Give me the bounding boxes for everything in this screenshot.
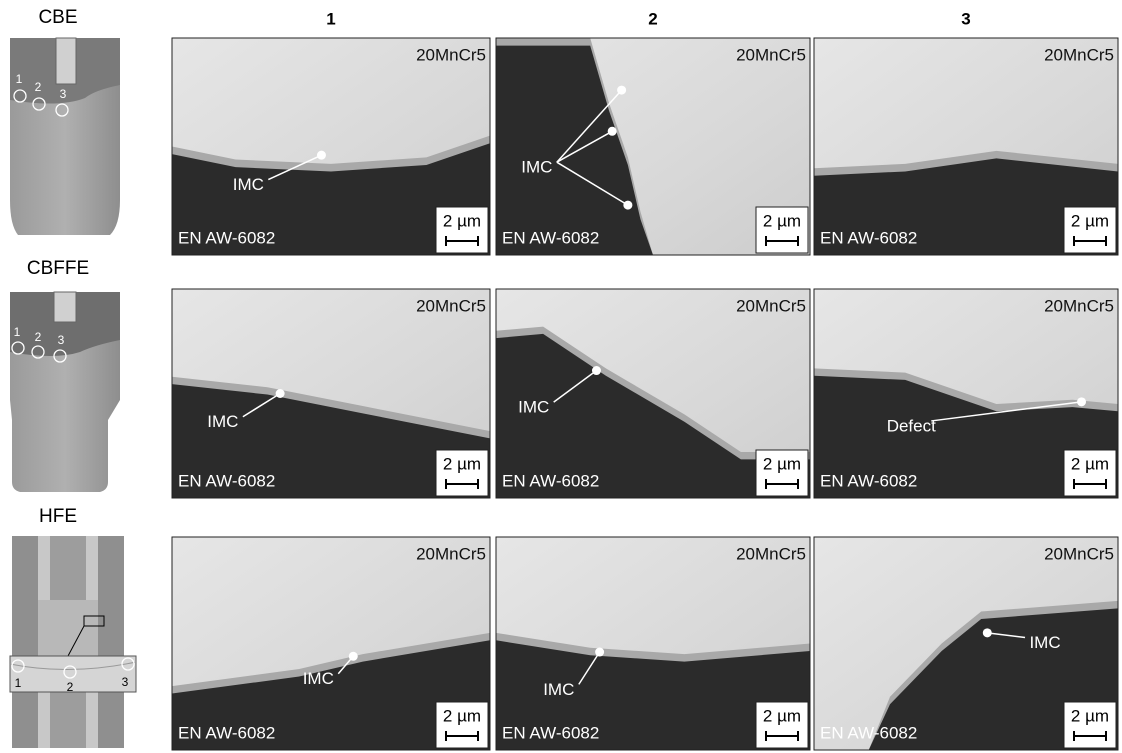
material-label-bottom: EN AW-6082: [502, 228, 599, 247]
location-label: 2: [35, 330, 42, 344]
scale-label: 2 µm: [1071, 706, 1109, 725]
scale-label: 2 µm: [763, 706, 801, 725]
location-label: 3: [58, 333, 65, 347]
row-label: CBE: [38, 7, 77, 28]
figure: 123CBE12320MnCr5EN AW-60822 µmIMC20MnCr5…: [0, 0, 1122, 753]
column-header: 2: [648, 9, 657, 28]
page: 123CBE12320MnCr5EN AW-60822 µmIMC20MnCr5…: [0, 0, 1122, 753]
micrograph: 20MnCr5 EN AW-6082 2 µm Defect: [814, 289, 1118, 498]
annotation-label: IMC: [303, 669, 334, 688]
row-label: CBFFE: [27, 258, 89, 279]
micrograph: 20MnCr5 EN AW-6082 2 µm: [814, 38, 1118, 255]
material-label-top: 20MnCr5: [1044, 544, 1114, 563]
scale-label: 2 µm: [443, 454, 481, 473]
annotation-dot: [1077, 397, 1086, 406]
specimen-cbffe: [10, 292, 120, 492]
material-label-top: 20MnCr5: [416, 544, 486, 563]
micrograph: 20MnCr5 EN AW-6082 2 µm IMC: [814, 537, 1118, 750]
specimen-hfe: [10, 536, 136, 748]
annotation-dot: [608, 127, 617, 136]
location-label: 3: [60, 87, 67, 101]
column-header: 3: [961, 9, 970, 28]
material-label-bottom: EN AW-6082: [178, 723, 275, 742]
material-label-bottom: EN AW-6082: [502, 471, 599, 490]
micrograph: 20MnCr5 EN AW-6082 2 µm IMC: [172, 38, 490, 255]
annotation-label: IMC: [518, 398, 549, 417]
location-label: 3: [122, 675, 129, 689]
annotation-label: IMC: [543, 680, 574, 699]
micrograph: 20MnCr5 EN AW-6082 2 µm IMC: [172, 289, 490, 498]
annotation-dot: [276, 389, 285, 398]
location-label: 1: [16, 72, 23, 86]
specimen-cbe: [10, 38, 120, 235]
annotation-label: IMC: [1029, 633, 1060, 652]
scale-label: 2 µm: [443, 706, 481, 725]
material-label-bottom: EN AW-6082: [820, 228, 917, 247]
row-label: HFE: [39, 506, 77, 527]
annotation-dot: [592, 366, 601, 375]
annotation-label: IMC: [521, 158, 552, 177]
micrograph: 20MnCr5 EN AW-6082 2 µm IMC: [496, 289, 810, 498]
annotation-dot: [983, 628, 992, 637]
material-label-top: 20MnCr5: [1044, 45, 1114, 64]
material-label-top: 20MnCr5: [736, 544, 806, 563]
material-label-bottom: EN AW-6082: [178, 471, 275, 490]
material-label-top: 20MnCr5: [736, 45, 806, 64]
annotation-label: IMC: [207, 412, 238, 431]
micrograph: 20MnCr5 EN AW-6082 2 µm IMC: [496, 537, 810, 750]
material-label-top: 20MnCr5: [736, 296, 806, 315]
material-label-top: 20MnCr5: [416, 45, 486, 64]
micrograph: 20MnCr5 EN AW-6082 2 µm IMC: [496, 38, 810, 255]
location-label: 1: [15, 676, 22, 690]
annotation-dot: [317, 151, 326, 160]
scale-label: 2 µm: [763, 211, 801, 230]
annotation-dot: [623, 201, 632, 210]
annotation-dot: [595, 648, 604, 657]
material-label-bottom: EN AW-6082: [820, 471, 917, 490]
material-label-bottom: EN AW-6082: [502, 723, 599, 742]
location-label: 2: [35, 80, 42, 94]
annotation-label: IMC: [233, 175, 264, 194]
location-label: 2: [67, 680, 74, 694]
material-label-bottom: EN AW-6082: [820, 723, 917, 742]
scale-label: 2 µm: [763, 454, 801, 473]
annotation-label: Defect: [887, 416, 936, 435]
scale-label: 2 µm: [1071, 454, 1109, 473]
material-label-top: 20MnCr5: [1044, 296, 1114, 315]
scale-label: 2 µm: [1071, 211, 1109, 230]
location-label: 1: [14, 325, 21, 339]
column-header: 1: [326, 9, 335, 28]
annotation-dot: [617, 86, 626, 95]
material-label-top: 20MnCr5: [416, 296, 486, 315]
annotation-dot: [349, 652, 358, 661]
scale-label: 2 µm: [443, 211, 481, 230]
material-label-bottom: EN AW-6082: [178, 228, 275, 247]
micrograph: 20MnCr5 EN AW-6082 2 µm IMC: [172, 537, 490, 750]
